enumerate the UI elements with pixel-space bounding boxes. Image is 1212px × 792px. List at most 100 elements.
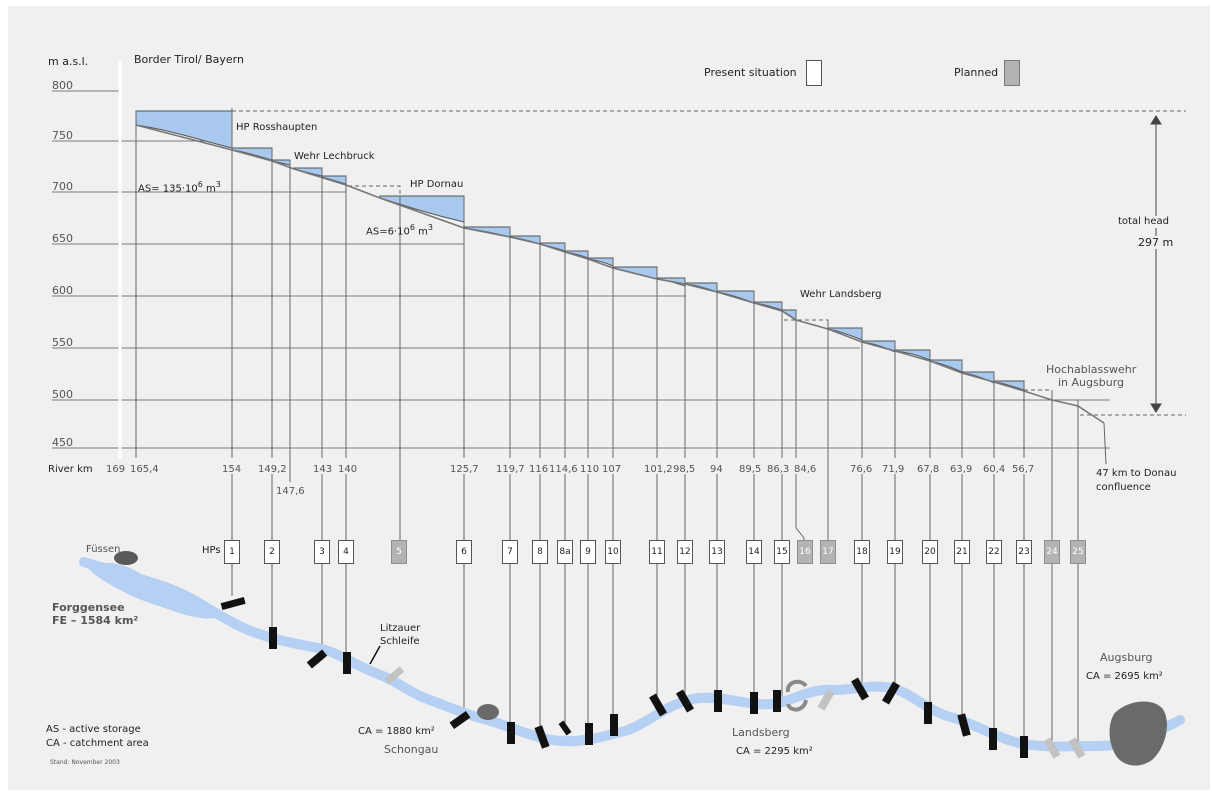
landsberg-ca-label: CA = 2295 km²: [736, 746, 813, 757]
km-value: 56,7: [1012, 464, 1035, 475]
km-value: 98,5: [673, 464, 696, 475]
y-tick-label: 450: [52, 436, 73, 449]
y-tick-label: 650: [52, 232, 73, 245]
hp-box: 13: [709, 540, 725, 564]
as-unit: m: [418, 226, 428, 238]
confluence-label-line1: 47 km to Donau: [1096, 468, 1177, 479]
wehr-landsberg-label: Wehr Landsberg: [800, 289, 882, 300]
hp-box: 9: [580, 540, 596, 564]
forggensee-label-line2: FE – 1584 km²: [52, 614, 139, 627]
hp-box: 20: [922, 540, 938, 564]
hp-box: 11: [649, 540, 665, 564]
hp-box: 8a: [557, 540, 573, 564]
km-value: 114,6: [549, 464, 578, 475]
km-value: 94: [710, 464, 723, 475]
stand-date: Stand: November 2003: [50, 759, 120, 766]
km-value: 149,2: [258, 464, 287, 475]
km-value: 116: [529, 464, 549, 475]
km-value: 119,7: [496, 464, 525, 475]
hp-box: 15: [774, 540, 790, 564]
km-value: 89,5: [739, 464, 762, 475]
km-value: 71,9: [882, 464, 905, 475]
active-storage-dornau: AS=6·106 m3: [366, 224, 433, 237]
km-value: 84,6: [794, 464, 817, 475]
active-storage-rosshaupten: AS= 135·106 m3: [138, 181, 221, 194]
as-value: AS= 135·10: [138, 183, 198, 195]
hp-box: 19: [887, 540, 903, 564]
hochablasswehr-label-line1: Hochablasswehr: [1046, 363, 1137, 376]
total-head-value: 297 m: [1136, 236, 1176, 249]
as-value: AS=6·10: [366, 226, 410, 238]
legend-active-storage: AS - active storage: [46, 724, 141, 735]
km-value: 140: [338, 464, 358, 475]
km-value: 110: [580, 464, 600, 475]
legend-present-swatch: [806, 60, 822, 86]
border-label: Border Tirol/ Bayern: [134, 53, 244, 66]
hp-box: 7: [502, 540, 518, 564]
km-value: 101,2: [644, 464, 673, 475]
legend-present-label: Present situation: [704, 66, 797, 79]
hp-box: 14: [746, 540, 762, 564]
hp-rosshaupten-label: HP Rosshaupten: [236, 122, 318, 133]
y-tick-label: 750: [52, 129, 73, 142]
hp-box: 8: [532, 540, 548, 564]
augsburg-ca-label: CA = 2695 km²: [1086, 671, 1163, 682]
as-exponent: 6: [409, 223, 415, 232]
hp-box: 21: [954, 540, 970, 564]
km-value-extra: 147,6: [276, 486, 305, 497]
legend-planned-label: Planned: [954, 66, 999, 79]
km-value: 67,8: [917, 464, 940, 475]
as-exponent: 6: [197, 180, 203, 189]
km-value: 107: [602, 464, 622, 475]
km-value: 60,4: [983, 464, 1006, 475]
river-km-label: River km: [48, 464, 93, 475]
hp-box-planned: 25: [1070, 540, 1086, 564]
hp-box-planned: 16: [797, 540, 813, 564]
km-value: 63,9: [950, 464, 973, 475]
legend-catchment-area: CA - catchment area: [46, 738, 149, 749]
schongau-label: Schongau: [384, 743, 439, 756]
hp-box: 18: [854, 540, 870, 564]
forggensee-label-line1: Forggensee: [52, 601, 125, 614]
hp-box: 1: [224, 540, 240, 564]
wehr-lechbruck-label: Wehr Lechbruck: [294, 151, 375, 162]
hp-box: 22: [986, 540, 1002, 564]
as-unit-exponent: 3: [427, 223, 433, 232]
total-head-label: total head: [1116, 216, 1172, 228]
km-value: 154: [222, 464, 242, 475]
litzauer-schleife-label-line1: Litzauer: [380, 623, 421, 634]
y-tick-label: 550: [52, 336, 73, 349]
augsburg-label: Augsburg: [1100, 651, 1153, 664]
km-value: 165,4: [130, 464, 159, 475]
km-value: 76,6: [850, 464, 873, 475]
km-value: 143: [313, 464, 333, 475]
y-tick-label: 500: [52, 388, 73, 401]
y-tick-label: 800: [52, 79, 73, 92]
fuessen-label: Füssen: [86, 544, 121, 555]
hp-box: 2: [264, 540, 280, 564]
hp-dornau-label: HP Dornau: [410, 179, 464, 190]
km-value: 86,3: [767, 464, 790, 475]
hp-box: 10: [605, 540, 621, 564]
hp-box-planned: 17: [820, 540, 836, 564]
hp-box: 12: [677, 540, 693, 564]
legend-planned-swatch: [1004, 60, 1020, 86]
hp-box: 23: [1016, 540, 1032, 564]
schongau-ca-label: CA = 1880 km²: [358, 726, 435, 737]
y-tick-label: 700: [52, 180, 73, 193]
as-unit: m: [206, 183, 216, 195]
hp-box-planned: 24: [1044, 540, 1060, 564]
hp-box: 6: [456, 540, 472, 564]
hp-box: 3: [314, 540, 330, 564]
confluence-label-line2: confluence: [1096, 482, 1151, 493]
landsberg-label: Landsberg: [732, 726, 790, 739]
hp-box-planned: 5: [391, 540, 407, 564]
y-axis-unit: m a.s.l.: [48, 55, 89, 68]
km-value: 169: [106, 464, 126, 475]
hochablasswehr-label-line2: in Augsburg: [1058, 376, 1124, 389]
km-value: 125,7: [450, 464, 479, 475]
y-tick-label: 600: [52, 284, 73, 297]
litzauer-schleife-label-line2: Schleife: [380, 636, 420, 647]
